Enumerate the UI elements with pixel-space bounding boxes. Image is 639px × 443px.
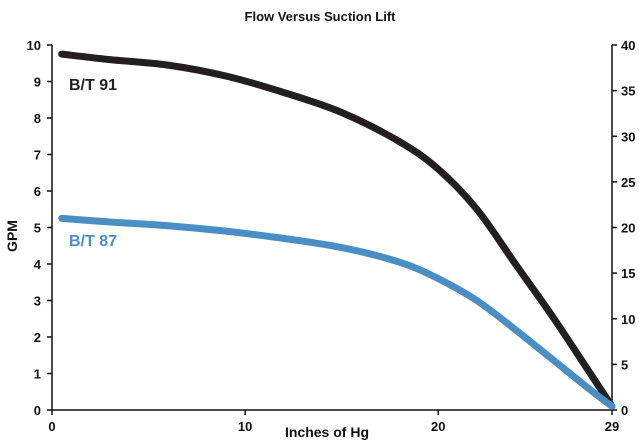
right-tick-label: 20 xyxy=(621,221,635,236)
series-label-2: B/T 87 xyxy=(69,233,117,250)
y-tick-label: 3 xyxy=(34,294,41,309)
y-tick-label: 0 xyxy=(34,403,41,418)
axes xyxy=(51,45,613,411)
x-tick-label: 29 xyxy=(605,419,619,434)
right-tick-label: 40 xyxy=(621,38,635,53)
x-tick-label: 20 xyxy=(431,419,445,434)
x-tick-label: 0 xyxy=(48,419,55,434)
series-line-2 xyxy=(58,214,616,410)
right-tick-label: 15 xyxy=(621,266,635,281)
y-tick-label: 4 xyxy=(34,257,42,272)
y-axis-label: GPM xyxy=(4,220,20,252)
series-label-1: B/T 91 xyxy=(69,77,117,94)
y-tick-label: 6 xyxy=(34,184,41,199)
y-tick-label: 9 xyxy=(34,75,41,90)
chart-title: Flow Versus Suction Lift xyxy=(245,9,397,24)
ticks: 0 1 2 3 4 5 6 7 8 9 10 0 5 10 15 20 25 30 35 40 0 10 20 29 xyxy=(27,38,636,434)
x-tick-label: 10 xyxy=(238,419,252,434)
right-tick-label: 35 xyxy=(621,84,635,99)
y-tick-label: 7 xyxy=(34,148,41,163)
y-tick-label: 2 xyxy=(34,330,41,345)
y-tick-label: 1 xyxy=(34,367,41,382)
series-labels: B/T 91 B/T 87 xyxy=(69,77,117,250)
y-tick-label: 5 xyxy=(34,221,41,236)
x-axis-label: Inches of Hg xyxy=(285,424,369,440)
y-tick-label: 10 xyxy=(27,38,41,53)
y-tick-label: 8 xyxy=(34,111,41,126)
right-tick-label: 10 xyxy=(621,312,635,327)
right-tick-label: 5 xyxy=(621,357,628,372)
right-tick-label: 0 xyxy=(621,403,628,418)
series-line-1 xyxy=(58,50,616,410)
right-tick-label: 25 xyxy=(621,175,635,190)
right-tick-label: 30 xyxy=(621,129,635,144)
series-lines xyxy=(58,50,616,410)
